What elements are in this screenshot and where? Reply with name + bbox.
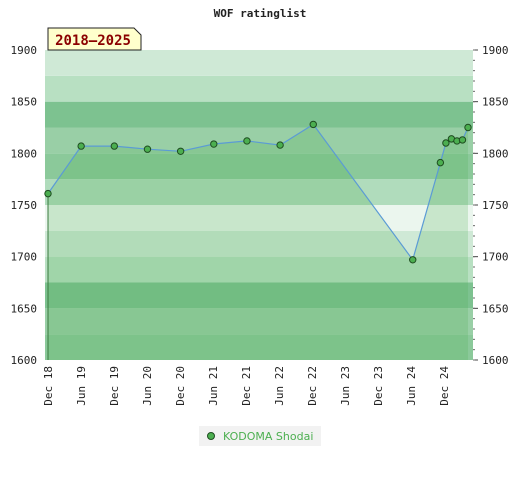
data-point xyxy=(276,141,284,149)
x-tick-label: Dec 20 xyxy=(174,366,187,406)
x-tick-label: Dec 18 xyxy=(42,366,55,406)
x-tick-label: Jun 22 xyxy=(273,366,286,406)
data-point xyxy=(210,140,218,148)
background-band xyxy=(45,75,473,102)
x-tick-label: Dec 22 xyxy=(306,366,319,406)
background-band xyxy=(45,205,473,231)
background-band xyxy=(45,50,473,76)
data-point xyxy=(77,142,85,150)
data-point xyxy=(464,123,472,132)
x-tick-label: Jun 20 xyxy=(141,366,154,406)
y-tick-label: 1700 xyxy=(11,251,38,264)
badge-label: 2018–2025 xyxy=(55,33,131,49)
y-tick-label: 1800 xyxy=(11,147,38,160)
x-tick-label: Dec 24 xyxy=(438,366,451,406)
data-point xyxy=(309,120,317,129)
background-band xyxy=(45,282,473,309)
y-tick-label: 1600 xyxy=(482,354,509,367)
background-band xyxy=(45,179,473,205)
y-tick-label: 1900 xyxy=(482,44,509,57)
y-tick-label: 1650 xyxy=(482,302,509,315)
x-tick-label: Dec 21 xyxy=(240,366,253,406)
x-tick-label: Jun 21 xyxy=(207,366,220,406)
y-tick-label: 1850 xyxy=(482,96,509,109)
data-point xyxy=(44,189,52,198)
y-tick-label: 1900 xyxy=(11,44,38,57)
series-points xyxy=(44,120,472,360)
y-tick-label: 1700 xyxy=(482,251,509,264)
y-tick-label: 1800 xyxy=(482,147,509,160)
background-band xyxy=(45,101,473,128)
y-axis-right: 1600 1650 1700 1750 1800 1850 1900 xyxy=(473,44,509,367)
x-tick-label: Dec 19 xyxy=(108,366,121,406)
x-tick-label: Jun 24 xyxy=(405,366,418,406)
y-tick-label: 1850 xyxy=(11,96,38,109)
data-point xyxy=(458,136,467,144)
x-tick-label: Jun 19 xyxy=(75,366,88,406)
data-point xyxy=(143,145,152,153)
data-point xyxy=(110,142,119,150)
x-axis: Dec 18 Jun 19 Dec 19 Jun 20 Dec 20 Jun 21 Dec … xyxy=(42,366,451,406)
y-tick-label: 1600 xyxy=(11,354,38,367)
background-band xyxy=(45,153,473,180)
background-band xyxy=(45,308,473,335)
y-tick-label: 1750 xyxy=(11,199,38,212)
background-band xyxy=(45,334,473,360)
legend: KODOMA Shodai xyxy=(199,426,322,446)
y-tick-label: 1650 xyxy=(11,302,38,315)
x-tick-label: Jun 23 xyxy=(339,366,352,406)
data-point xyxy=(409,256,417,264)
background-band xyxy=(45,256,473,283)
period-badge: 2018–2025 xyxy=(47,27,142,51)
series-area xyxy=(48,124,468,361)
data-point xyxy=(442,139,450,147)
chart-title: WOF ratinglist xyxy=(214,7,307,20)
data-point xyxy=(436,158,445,167)
legend-marker-icon xyxy=(207,432,215,440)
x-tick-label: Dec 23 xyxy=(372,366,385,406)
y-tick-label: 1750 xyxy=(482,199,509,212)
data-point xyxy=(176,147,185,155)
legend-label: KODOMA Shodai xyxy=(223,429,314,443)
data-point xyxy=(243,137,251,145)
background-bands xyxy=(45,50,473,360)
y-axis-left: 1600 1650 1700 1750 1800 1850 1900 xyxy=(11,44,38,367)
background-band xyxy=(45,230,473,257)
badge-shape xyxy=(47,27,142,51)
